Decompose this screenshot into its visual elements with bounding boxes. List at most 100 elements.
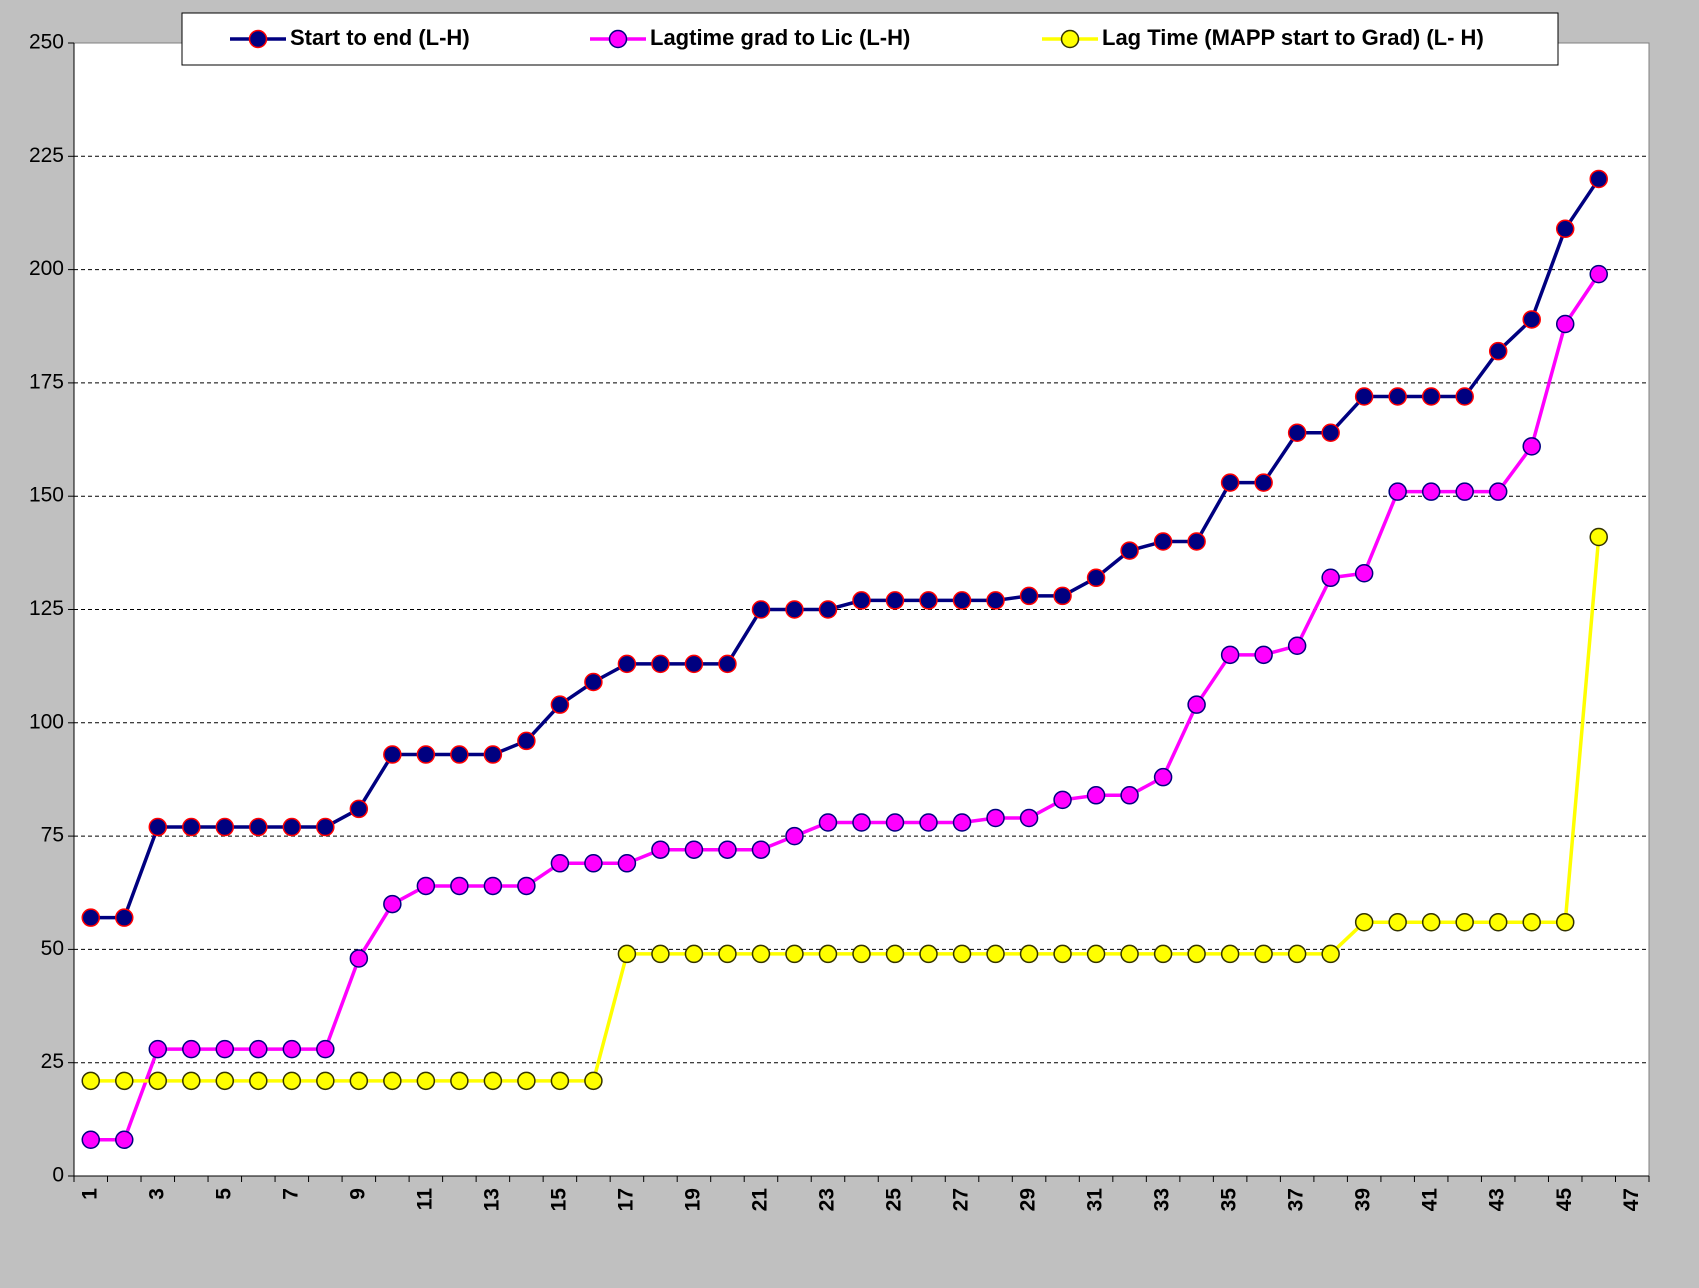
data-point [818,813,838,832]
data-point [651,654,670,674]
data-point [785,826,804,846]
data-point [1388,387,1407,406]
x-tick-label: 1 [78,1188,101,1200]
data-point [718,944,737,964]
data-point [1086,944,1106,964]
data-point [1488,482,1508,501]
x-tick-label: 47 [1620,1188,1643,1211]
data-point [483,1071,503,1091]
x-tick-label: 41 [1419,1188,1442,1212]
series-line [90,273,1601,1142]
data-point [249,1039,268,1059]
data-point [1421,387,1441,406]
data-point [517,876,536,896]
data-point [1086,786,1106,805]
data-point [483,876,503,896]
data-point [383,894,402,914]
legend-label: Start to end (L-H) [290,25,470,50]
data-point [282,817,302,837]
data-point [450,876,469,896]
data-point [1019,808,1039,828]
y-tick-label: 0 [52,1164,64,1187]
data-point [986,591,1005,610]
data-point [1321,944,1340,964]
data-point [617,854,637,873]
data-point [148,1071,168,1091]
data-point [182,1039,201,1059]
data-point [148,817,168,837]
data-point [450,745,469,764]
data-point [1455,387,1474,406]
data-point [1220,645,1240,665]
series-line [90,177,1601,920]
data-point [584,1071,603,1091]
y-tick-label: 100 [29,710,64,733]
data-point [1254,473,1273,492]
y-tick-label: 200 [29,257,64,280]
data-point [1019,586,1039,606]
data-point [81,908,101,927]
data-point [751,840,771,859]
data-point [349,799,369,819]
data-point [651,944,670,964]
x-tick-label: 43 [1486,1188,1509,1211]
data-point [1354,912,1374,932]
x-tick-label: 11 [413,1188,436,1211]
data-point [1589,264,1608,284]
data-point [450,1071,469,1091]
legend-marker [248,29,268,49]
data-point [1254,944,1273,964]
data-point [215,1039,235,1059]
data-point [1421,912,1441,932]
data-point [1589,169,1608,189]
data-point [1321,423,1340,443]
data-point [952,813,972,832]
data-point [1522,310,1541,329]
data-point [986,808,1005,828]
data-point [952,591,972,610]
data-point [885,944,905,964]
data-point [349,949,369,968]
data-point [1254,645,1273,665]
data-point [1187,532,1206,551]
data-point [550,695,570,714]
data-point [584,854,603,873]
data-point [517,731,536,751]
data-point [1522,912,1541,932]
x-tick-label: 7 [279,1188,302,1200]
data-point [1187,695,1206,714]
data-point [919,813,938,832]
legend-marker [608,29,628,49]
data-point [617,944,637,964]
x-tick-label: 9 [346,1188,369,1200]
series-line [90,536,1601,1083]
data-point [1153,532,1173,551]
data-point [684,840,704,859]
y-tick-label: 175 [29,370,64,393]
data-point [115,1130,134,1149]
x-tick-label: 31 [1084,1188,1107,1212]
data-point [1220,473,1240,492]
data-point [81,1130,101,1149]
data-point [282,1071,302,1091]
data-point [1354,387,1374,406]
data-point [1388,912,1407,932]
y-tick-label: 50 [41,937,64,960]
data-point [718,840,737,859]
data-point [684,944,704,964]
data-point [1287,944,1307,964]
data-point [818,600,838,619]
data-point [852,813,871,832]
legend-box [181,12,1559,66]
data-point [1589,527,1608,547]
data-point [818,944,838,964]
y-tick-label: 25 [41,1050,64,1073]
data-point [919,591,938,610]
data-point [1321,568,1340,588]
x-tick-label: 39 [1352,1188,1375,1211]
data-point [182,817,201,837]
x-tick-label: 13 [480,1188,503,1211]
data-point [1220,944,1240,964]
